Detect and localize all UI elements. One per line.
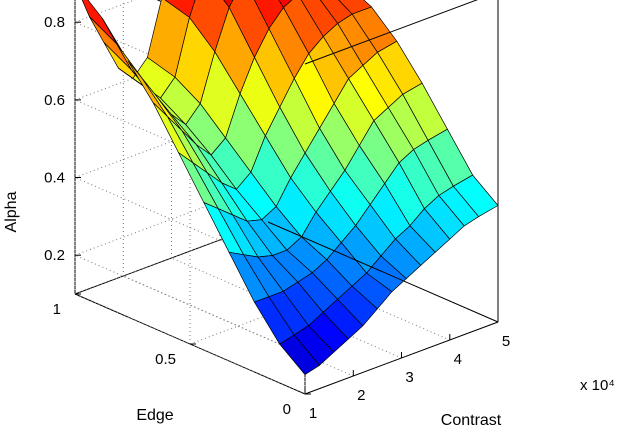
z-grid-line	[74, 254, 306, 356]
right-floor-edge	[267, 221, 499, 323]
z-tick-label: 0.4	[44, 170, 65, 187]
x-tick-label: 2	[357, 387, 365, 404]
surface-cell	[453, 174, 499, 217]
y-tick-label: 0	[283, 401, 291, 418]
x-grid-line	[171, 257, 402, 359]
x-tick-label: 1	[309, 405, 317, 422]
y-tick-label: 1	[53, 301, 61, 318]
z-grid-line	[74, 177, 306, 278]
z-axis-label: Alpha	[3, 191, 20, 232]
x-grid-line	[74, 293, 306, 395]
y-axis-label: Edge	[136, 407, 173, 424]
z-tick-label: 0.6	[44, 92, 65, 109]
z-tick-label: 0.2	[44, 247, 65, 264]
x-tick-label: 4	[454, 351, 462, 368]
surface-cell	[278, 0, 293, 8]
surface-mesh	[81, 0, 499, 375]
z-tick-label: 0.8	[44, 14, 65, 31]
x-axis-label: Contrast	[441, 412, 502, 429]
surface-cell	[164, 0, 196, 18]
x-axis-exponent-label: x 10⁴	[580, 377, 615, 394]
surface-cell	[89, 16, 132, 71]
y-tick-label: 0.5	[155, 351, 176, 368]
tick-labels: 1 2 3 4 5 0 0.5 1 0.2 0.4 0.6 0.8	[44, 14, 510, 422]
surface-cell	[223, 0, 234, 8]
x-tick-label: 3	[405, 369, 413, 386]
z-grid-line	[74, 99, 306, 201]
front-top-edge	[304, 0, 478, 65]
x-tick-label: 5	[502, 333, 510, 350]
